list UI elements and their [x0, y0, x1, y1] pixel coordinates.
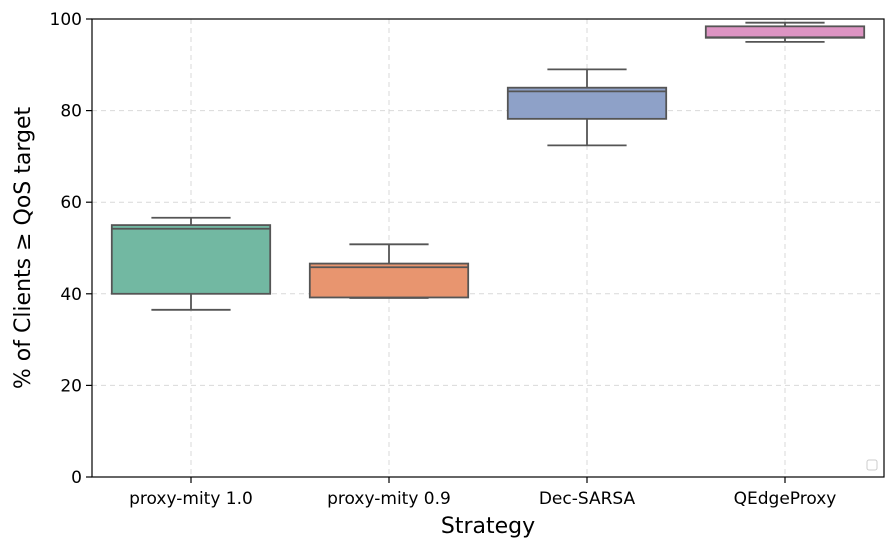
box-iqr: [704, 25, 866, 39]
x-axis-label: Strategy: [441, 514, 535, 539]
y-tick-label: 80: [60, 102, 82, 122]
legend-box: [866, 459, 878, 471]
y-tick-label: 100: [50, 10, 82, 30]
box-qedgeproxy: [704, 21, 866, 43]
x-tick-label: proxy-mity 0.9: [327, 489, 451, 509]
box-iqr: [308, 262, 470, 299]
plot-frame: [91, 18, 885, 478]
box-dec-sarsa: [506, 68, 668, 147]
y-axis-label: % of Clients ≥ QoS target: [11, 106, 36, 389]
box-iqr: [506, 86, 668, 120]
x-tick-label: proxy-mity 1.0: [129, 489, 253, 509]
box-proxy-mity-1-0: [110, 216, 272, 311]
x-tick-label: Dec-SARSA: [539, 489, 636, 509]
box-layer: [110, 21, 866, 311]
y-tick-label: 0: [71, 468, 82, 488]
y-tick-label: 60: [60, 193, 82, 213]
y-tick-label: 40: [60, 285, 82, 305]
x-tick-label: QEdgeProxy: [734, 489, 837, 509]
tick-layer: 0 20 40 60 80 100 proxy-mity 1.0 proxy-mity 0.9…: [50, 10, 837, 509]
box-iqr: [110, 224, 272, 295]
y-tick-label: 20: [60, 376, 82, 396]
box-proxy-mity-0-9: [308, 243, 470, 299]
